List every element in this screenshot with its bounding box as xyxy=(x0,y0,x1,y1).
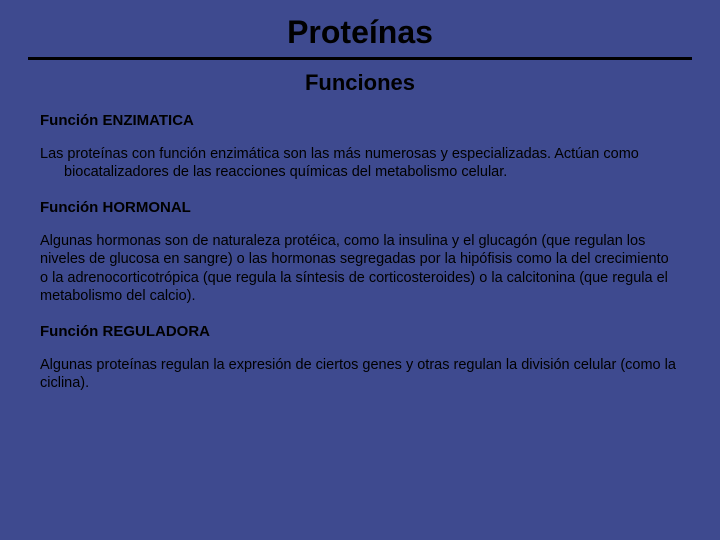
slide-title: Proteínas xyxy=(0,0,720,57)
section-body: Algunas hormonas son de naturaleza proté… xyxy=(40,232,680,305)
section-body: Las proteínas con función enzimática son… xyxy=(40,145,680,181)
slide-subtitle: Funciones xyxy=(0,70,720,96)
slide-content: Función ENZIMATICA Las proteínas con fun… xyxy=(0,112,720,392)
title-divider xyxy=(28,57,692,60)
section-heading: Función HORMONAL xyxy=(40,199,680,216)
section-heading: Función REGULADORA xyxy=(40,323,680,340)
section-body: Algunas proteínas regulan la expresión d… xyxy=(40,356,680,392)
section-heading: Función ENZIMATICA xyxy=(40,112,680,129)
